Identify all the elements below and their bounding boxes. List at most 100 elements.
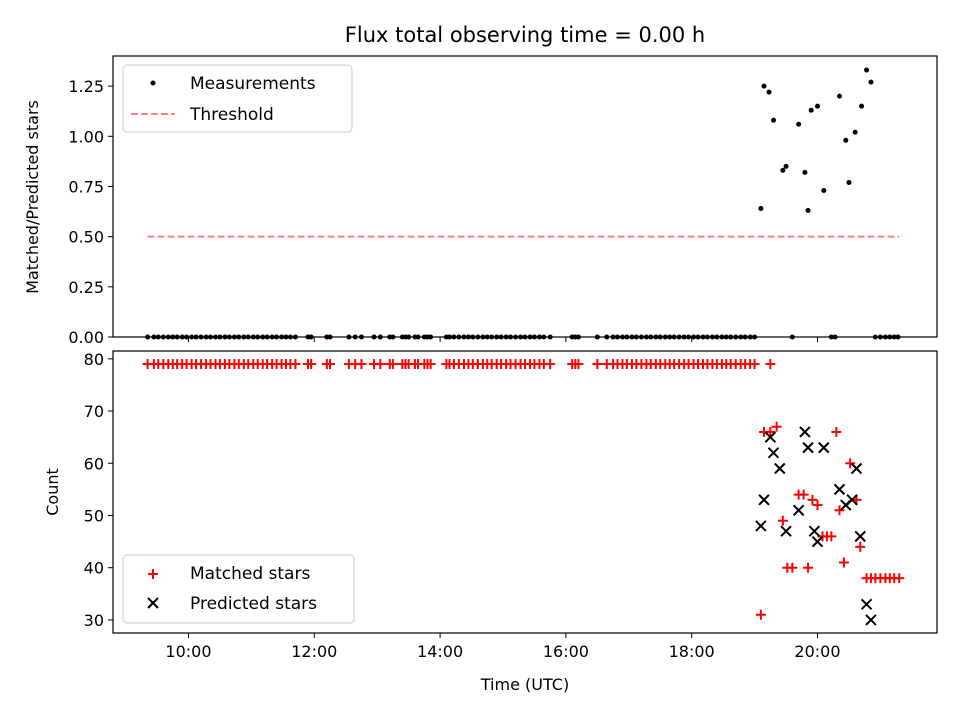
matched-star-marker bbox=[803, 562, 814, 573]
predicted-star-marker bbox=[767, 447, 780, 459]
x-tick-label: 12:00 bbox=[291, 642, 337, 661]
matched-star-marker bbox=[798, 489, 809, 500]
measurement-point bbox=[814, 103, 820, 109]
top-axes: 0.00 0.25 0.50 0.75 1.00 1.25 Matched/Predict… bbox=[23, 55, 938, 347]
predicted-star-marker bbox=[802, 441, 814, 454]
measurement-point bbox=[796, 121, 802, 127]
legend-predicted-marker bbox=[147, 597, 159, 609]
legend-matched-label: Matched stars bbox=[190, 564, 310, 584]
bottom-y-axis-label: Count bbox=[43, 468, 62, 516]
x-tick-label: 14:00 bbox=[417, 642, 463, 661]
top-y-tick-label: 0.25 bbox=[68, 278, 104, 297]
predicted-star-marker bbox=[865, 614, 877, 626]
legend-predicted-label: Predicted stars bbox=[190, 594, 317, 614]
measurement-point bbox=[859, 103, 865, 109]
predicted-star-marker bbox=[811, 535, 824, 548]
top-y-axis-label: Matched/Predicted stars bbox=[23, 100, 42, 294]
matched-star-marker bbox=[834, 505, 845, 516]
x-tick-label: 10:00 bbox=[165, 642, 211, 661]
top-y-tick-label: 1.25 bbox=[68, 77, 104, 96]
top-axes-frame bbox=[112, 55, 938, 338]
measurement-point bbox=[780, 167, 786, 173]
measurement-point bbox=[843, 137, 849, 143]
chart-title: Flux total observing time = 0.00 h bbox=[345, 23, 705, 47]
measurement-point bbox=[761, 83, 767, 89]
matched-star-marker bbox=[545, 359, 556, 370]
matched-star-marker bbox=[325, 359, 336, 370]
measurement-point bbox=[864, 67, 870, 73]
predicted-star-marker bbox=[846, 494, 858, 506]
predicted-star-marker bbox=[792, 504, 805, 516]
legend-threshold-label: Threshold bbox=[189, 105, 274, 125]
predicted-star-marker bbox=[780, 525, 792, 537]
bottom-y-tick-label: 30 bbox=[84, 611, 104, 630]
matched-star-marker bbox=[375, 359, 386, 370]
legend-matched-marker bbox=[148, 569, 158, 579]
matched-star-marker bbox=[777, 515, 788, 526]
top-y-tick-label: 0.50 bbox=[68, 228, 104, 247]
predicted-star-marker bbox=[764, 431, 777, 443]
bottom-y-tick-label: 60 bbox=[84, 454, 104, 473]
matched-star-marker bbox=[845, 458, 856, 469]
matched-star-marker bbox=[771, 421, 782, 432]
matched-star-marker bbox=[765, 426, 776, 437]
measurement-point bbox=[868, 79, 874, 85]
top-legend: Measurements Threshold bbox=[122, 64, 353, 133]
matched-star-marker bbox=[787, 562, 798, 573]
bottom-axes: 30 40 50 60 70 80 10:00 12:00 14:00 16:00 18:00 20… bbox=[43, 350, 938, 694]
matched-star-marker bbox=[755, 609, 766, 620]
matched-star-marker bbox=[826, 531, 837, 542]
matched-star-marker bbox=[838, 557, 849, 568]
measurement-point bbox=[802, 169, 808, 175]
top-y-tick-label: 0.75 bbox=[68, 177, 104, 196]
top-legend-box bbox=[122, 64, 353, 133]
measurement-point bbox=[821, 187, 827, 193]
measurement-point bbox=[837, 93, 843, 99]
matched-star-marker bbox=[812, 500, 823, 511]
measurement-point bbox=[766, 89, 772, 95]
matched-star-marker bbox=[831, 426, 842, 437]
bottom-legend-box bbox=[122, 554, 355, 624]
predicted-star-marker bbox=[758, 494, 770, 506]
x-tick-label: 18:00 bbox=[669, 642, 715, 661]
matched-star-marker bbox=[592, 359, 603, 370]
measurement-point bbox=[808, 107, 814, 113]
measurement-point bbox=[783, 163, 789, 169]
predicted-star-marker bbox=[860, 598, 873, 610]
bottom-y-tick-label: 40 bbox=[84, 559, 104, 578]
predicted-star-marker bbox=[833, 483, 846, 496]
top-y-tick-label: 1.00 bbox=[68, 127, 104, 146]
measurement-point bbox=[852, 129, 858, 135]
matched-star-marker bbox=[573, 359, 584, 370]
x-tick-label: 20:00 bbox=[794, 642, 840, 661]
measurement-point bbox=[846, 179, 852, 185]
bottom-y-tick-label: 50 bbox=[84, 507, 104, 526]
top-y-tick-label: 0.00 bbox=[68, 328, 104, 347]
matched-star-marker bbox=[765, 359, 776, 370]
legend-measurements-marker bbox=[150, 80, 156, 86]
matched-star-marker bbox=[425, 359, 436, 370]
predicted-star-marker bbox=[850, 462, 863, 475]
matched-star-marker bbox=[749, 359, 760, 370]
predicted-star-marker bbox=[774, 462, 786, 475]
x-tick-label: 16:00 bbox=[543, 642, 589, 661]
matched-star-marker bbox=[387, 359, 398, 370]
predicted-star-marker bbox=[854, 530, 866, 543]
legend-measurements-label: Measurements bbox=[190, 74, 316, 94]
bottom-y-tick-label: 70 bbox=[84, 402, 104, 421]
measurement-point bbox=[805, 208, 811, 214]
x-axis-label: Time (UTC) bbox=[480, 675, 569, 694]
predicted-star-marker bbox=[755, 520, 767, 532]
predicted-star-marker bbox=[799, 426, 811, 438]
matched-star-marker bbox=[855, 541, 866, 552]
measurement-point bbox=[770, 117, 776, 123]
bottom-axes-frame bbox=[112, 350, 938, 634]
matched-star-marker bbox=[290, 359, 301, 370]
bottom-legend: Matched stars Predicted stars bbox=[122, 554, 355, 624]
predicted-star-marker bbox=[808, 525, 821, 537]
bottom-y-tick-label: 80 bbox=[84, 350, 104, 369]
matched-star-marker bbox=[306, 359, 317, 370]
matched-star-marker bbox=[894, 573, 905, 584]
matched-star-marker bbox=[356, 359, 367, 370]
